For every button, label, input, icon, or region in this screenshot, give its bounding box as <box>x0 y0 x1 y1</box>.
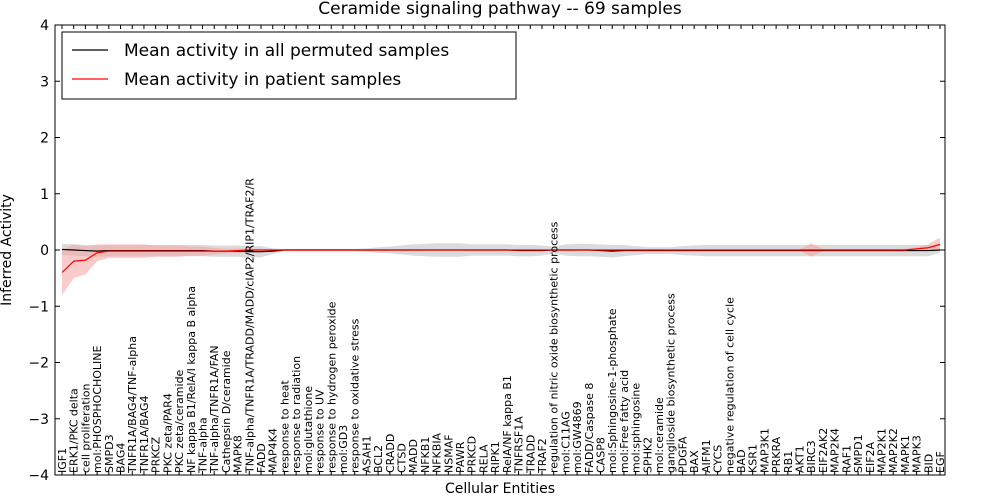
x-tick-label: MAP4K4 <box>267 428 280 473</box>
legend: Mean activity in all permuted samples Me… <box>61 31 517 100</box>
legend-label-permuted: Mean activity in all permuted samples <box>124 41 449 61</box>
x-tick-label: TNF-alpha/TNFR1A/TRADD/MADD/cIAP2/RIP1/T… <box>243 178 256 474</box>
x-tick-label: NF kappa B1/RelA/I kappa B alpha <box>185 286 198 473</box>
y-tick-label: 4 <box>40 18 49 34</box>
x-tick-label: MAP2K1 <box>875 428 888 473</box>
y-tick-label: −4 <box>28 468 49 484</box>
x-tick-label: AKT1 <box>794 445 807 473</box>
x-tick-label: AIFM1 <box>700 439 713 473</box>
series-lines <box>61 243 941 273</box>
x-tick-label: PKC zeta/PAR4 <box>161 393 174 473</box>
x-tick-label: PRKRA <box>770 436 783 473</box>
x-tick-label: RelA/NF kappa B1 <box>501 375 514 473</box>
y-axis-label: Inferred Activity <box>0 194 15 306</box>
x-tick-label: MAP2K2 <box>887 428 900 473</box>
legend-label-patient: Mean activity in patient samples <box>124 70 401 90</box>
x-tick-label: BAX <box>688 450 701 473</box>
x-tick-label: response to hydrogen peroxide <box>325 301 338 473</box>
x-tick-label: PRKCZ <box>150 436 163 473</box>
x-tick-label: ERK1/PKC delta <box>68 388 81 473</box>
x-tick-label: mol:sphingosine <box>630 383 643 473</box>
y-tick-label: 2 <box>40 131 49 147</box>
line-series-1 <box>61 243 941 273</box>
x-tick-label: CRADD <box>384 434 397 473</box>
x-tick-label: CYCS <box>712 445 725 473</box>
y-tick-label: −1 <box>28 299 49 315</box>
x-tick-label: SMPD3 <box>103 434 116 473</box>
legend-frame <box>61 31 517 100</box>
x-tick-label: SPHK2 <box>641 437 654 473</box>
x-tick-label: mol:glutathione <box>302 386 315 473</box>
x-tick-label: RIPK1 <box>489 441 502 473</box>
x-tick-label: PKC zeta/ceramide <box>173 369 186 473</box>
x-tick-label: RB1 <box>782 451 795 473</box>
x-tick-label: ASAH1 <box>360 435 373 473</box>
x-tick-label: response to radiation <box>290 356 303 473</box>
x-tick-label: response to heat <box>278 380 291 473</box>
x-tick-label: mol:PHOSPHOCHOLINE <box>91 345 104 473</box>
y-tick-label: −2 <box>28 356 49 372</box>
x-tick-label: TNFR1A/BAG4 <box>138 395 151 474</box>
x-tick-label: TNF-alpha <box>196 417 209 474</box>
x-tick-label: mol:GD3 <box>337 425 350 473</box>
x-tick-label: regulation of nitric oxide biosynthetic … <box>548 221 561 473</box>
x-tick-label: BID <box>922 454 935 473</box>
x-tick-label: MAPK3 <box>911 435 924 473</box>
x-tick-label: mol:Free fatty acid <box>618 370 631 473</box>
x-tick-label: TRAF2 <box>536 438 549 474</box>
x-tick-label: PDGFA <box>676 436 689 473</box>
x-tick-label: TRADD <box>524 435 537 474</box>
x-tick-label: KSR1 <box>747 444 760 473</box>
x-tick-label: TNF-alpha/TNFR1A/FAN <box>208 345 221 474</box>
x-tick-label: NSMAF <box>442 434 455 473</box>
x-tick-label: BIRC3 <box>805 440 818 473</box>
x-tick-label: MAP3K1 <box>758 428 771 473</box>
x-axis-label: Cellular Entities <box>445 481 555 497</box>
x-tick-label: cell proliferation <box>79 383 92 473</box>
x-tick-label: FADD/Caspase 8 <box>583 383 596 473</box>
chart-title: Ceramide signaling pathway -- 69 samples <box>318 0 682 19</box>
x-tick-label: response to oxidative stress <box>349 318 362 473</box>
x-tick-label: MAP2K4 <box>829 428 842 473</box>
x-tick-label: mol:Sphingosine-1-phosphate <box>606 308 619 473</box>
x-tick-label: mol:GW4869 <box>571 401 584 473</box>
x-tick-label: MAPK1 <box>899 435 912 473</box>
x-tick-label: mol:ceramide <box>653 397 666 473</box>
x-tick-label: BAD <box>735 449 748 473</box>
y-tick-label: −3 <box>28 412 49 428</box>
y-axis: −4 −3 −2 −1 0 1 2 3 4 <box>28 18 945 484</box>
x-tick-label: ganglioside biosynthetic process <box>665 293 678 473</box>
x-tick-label: SMPD1 <box>852 434 865 473</box>
y-tick-label: 1 <box>40 187 49 203</box>
x-tick-label: BAG4 <box>115 443 128 473</box>
x-tick-label: EIF2AK2 <box>817 428 830 473</box>
x-tick-label: FADD <box>255 443 268 473</box>
x-tick-label: CTSD <box>395 443 408 473</box>
x-tick-label: IGF1 <box>56 448 69 473</box>
x-tick-label: negative regulation of cell cycle <box>723 297 736 473</box>
x-tick-label: NFKB1 <box>419 437 432 473</box>
y-tick-label: 0 <box>40 243 49 259</box>
x-tick-label: Cathepsin D/ceramide <box>220 350 233 473</box>
x-tick-label: NFKBIA <box>431 432 444 473</box>
x-tick-label: EGF <box>934 451 947 473</box>
x-tick-label: MAPK8 <box>232 435 245 473</box>
x-tick-label: response to UV <box>314 389 327 473</box>
x-tick-label: RELA <box>477 444 490 473</box>
x-tick-label: mol:C11AG <box>559 411 572 473</box>
x-tick-label: BCL2 <box>372 445 385 473</box>
x-tick-label: PAWR <box>454 441 467 473</box>
x-tick-label: MADD <box>407 439 420 473</box>
x-tick-label: PRKCD <box>466 436 479 473</box>
x-tick-label: TNFRSF1A <box>513 416 526 474</box>
x-tick-label: RAF1 <box>840 445 853 473</box>
x-tick-label: EIF2A <box>864 441 877 473</box>
x-tick-label: CASP8 <box>595 437 608 473</box>
x-tick-label: TNFR1A/BAG4/TNF-alpha <box>126 336 139 474</box>
y-tick-label: 3 <box>40 74 49 90</box>
